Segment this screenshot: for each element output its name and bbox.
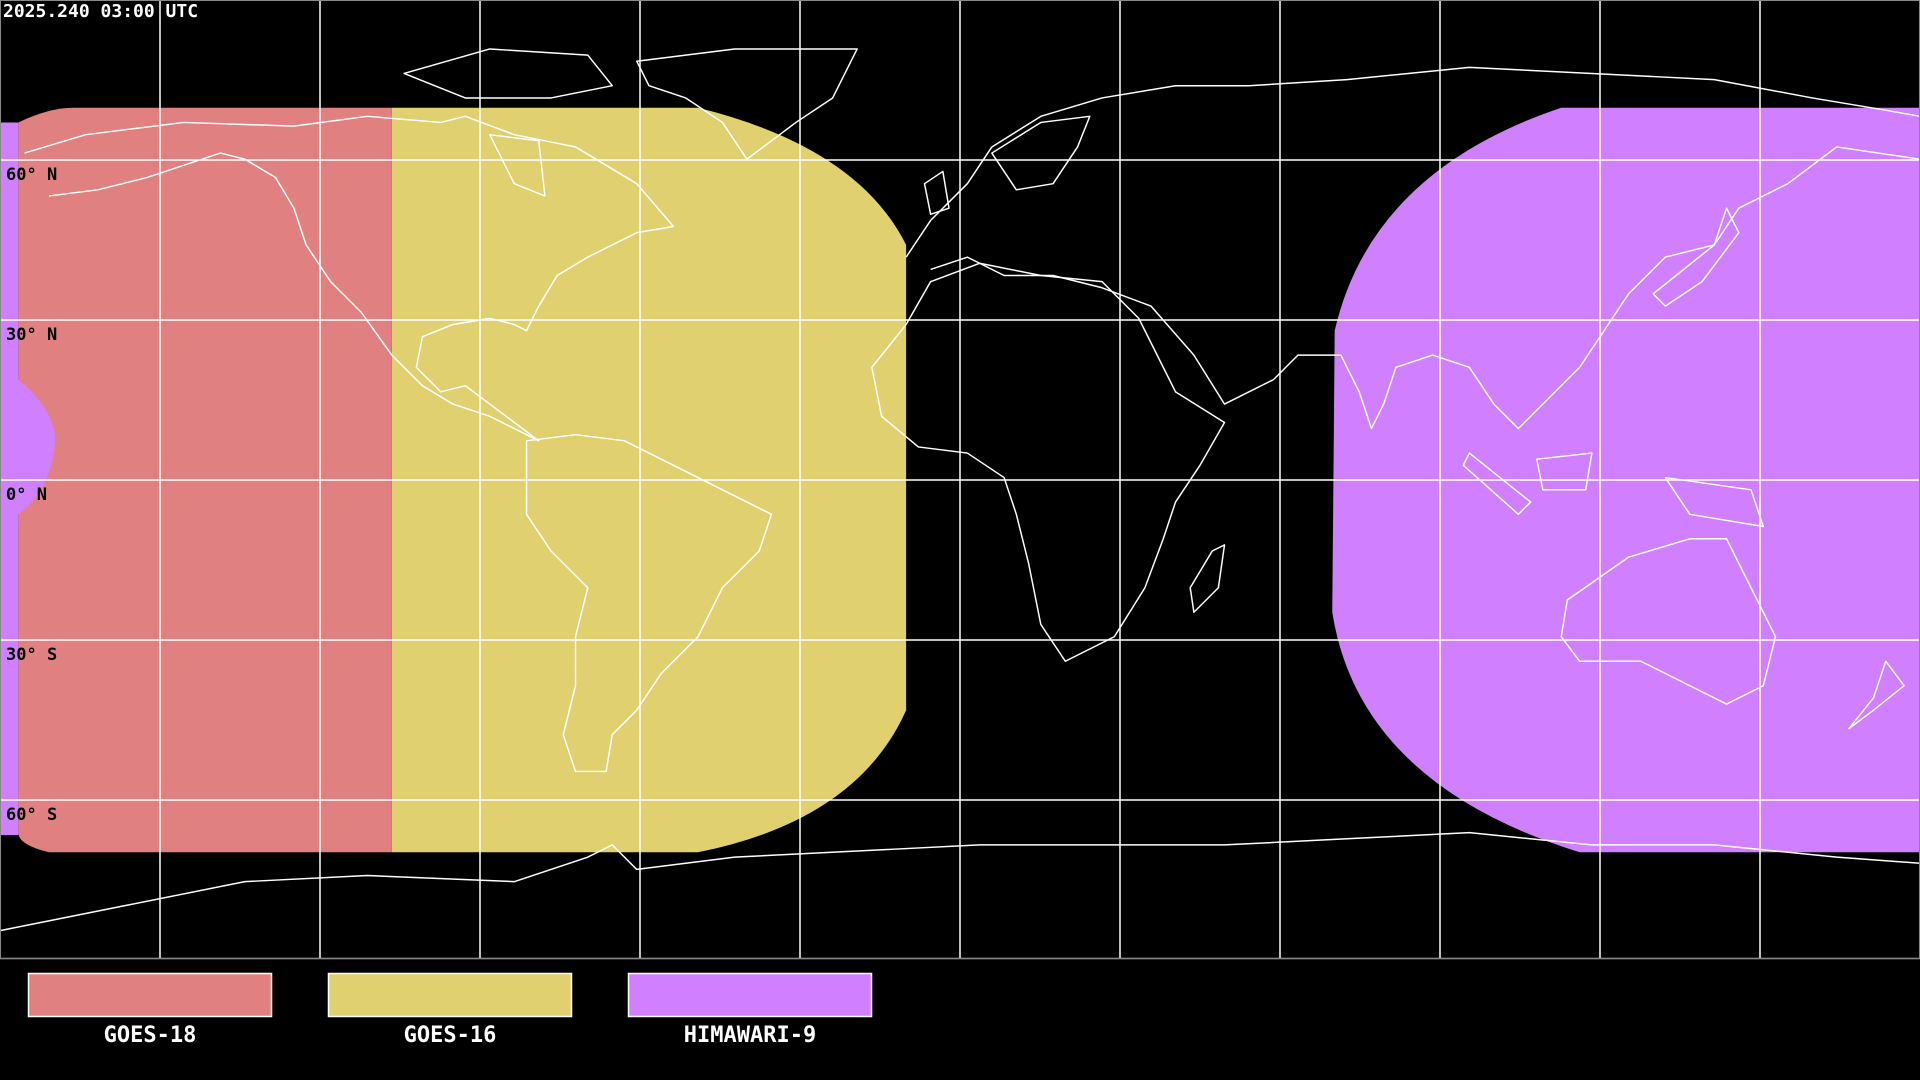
lat-label-60s: 60° S: [6, 805, 57, 825]
coverage-himawari-9-west: [0, 122, 56, 836]
legend-label-himawari-9: HIMAWARI-9: [684, 1023, 816, 1048]
lat-label-30s: 30° S: [6, 645, 57, 665]
legend: GOES-18 GOES-16 HIMAWARI-9: [27, 972, 873, 1048]
legend-swatch-himawari-9: [627, 972, 873, 1018]
lat-label-0: 0° N: [6, 485, 47, 505]
legend-swatch-goes-18: [27, 972, 273, 1018]
lat-label-30n: 30° N: [6, 325, 57, 345]
latitude-labels: 60° N 30° N 0° N 30° S 60° S: [6, 165, 57, 825]
legend-label-goes-16: GOES-16: [404, 1023, 497, 1048]
timestamp: 2025.240 03:00 UTC: [3, 1, 198, 22]
lat-label-60n: 60° N: [6, 165, 57, 185]
legend-swatch-goes-16: [327, 972, 573, 1018]
legend-label-goes-18: GOES-18: [104, 1023, 197, 1048]
